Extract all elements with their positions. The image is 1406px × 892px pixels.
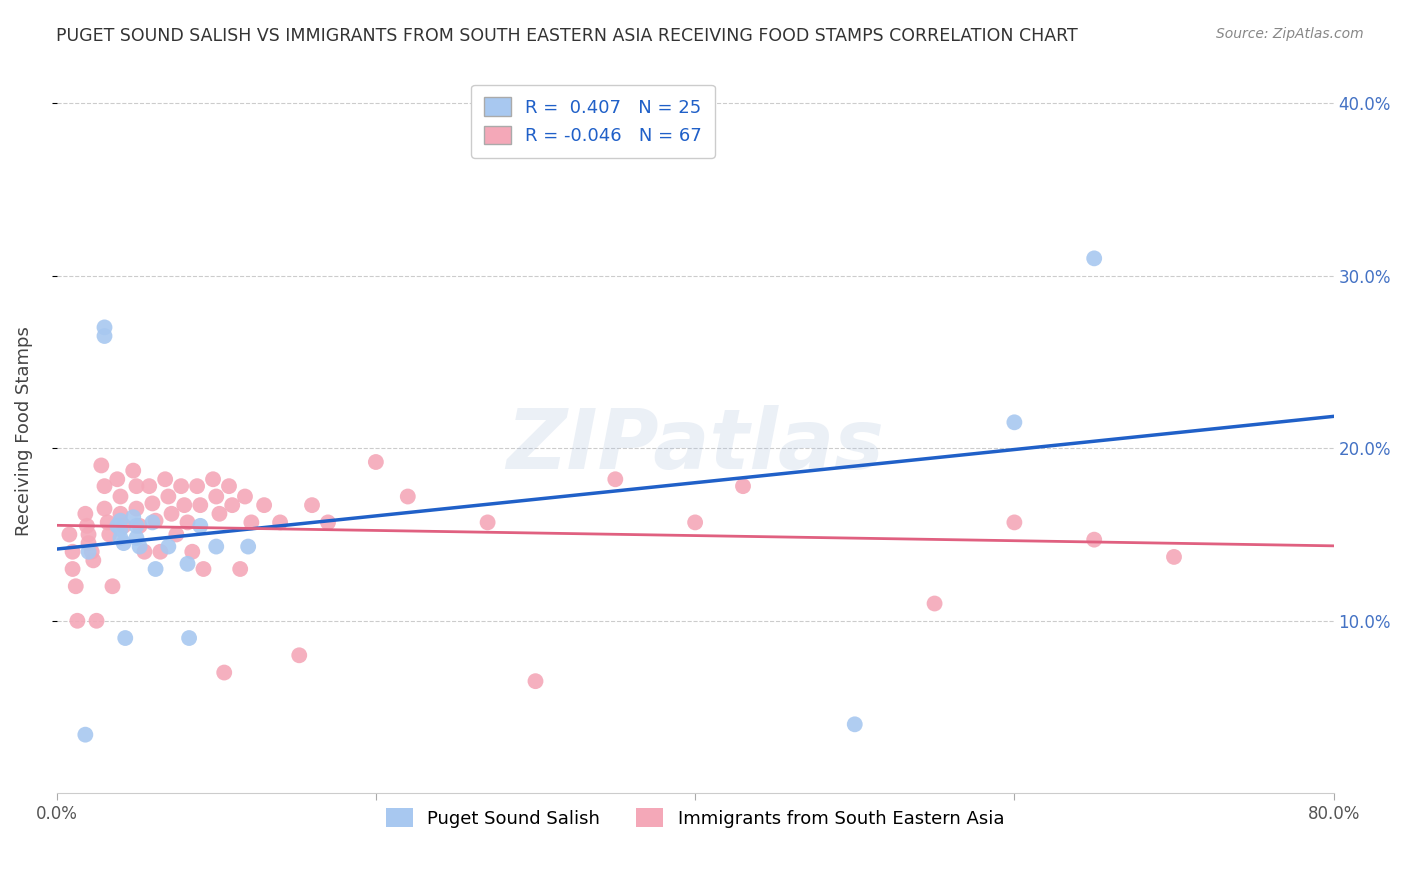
Point — [157, 540, 180, 554]
Point — [202, 472, 225, 486]
Text: ZIPatlas: ZIPatlas — [506, 405, 884, 486]
Point — [924, 597, 946, 611]
Point — [80, 545, 103, 559]
Point — [110, 531, 132, 545]
Text: Source: ZipAtlas.com: Source: ZipAtlas.com — [1216, 27, 1364, 41]
Point — [93, 320, 115, 334]
Point — [105, 472, 128, 486]
Point — [128, 540, 150, 554]
Point — [125, 519, 148, 533]
Point — [58, 527, 80, 541]
Point — [112, 519, 135, 533]
Point — [160, 507, 183, 521]
Point — [90, 458, 112, 473]
Point — [218, 479, 240, 493]
Legend: Puget Sound Salish, Immigrants from South Eastern Asia: Puget Sound Salish, Immigrants from Sout… — [378, 801, 1012, 835]
Point — [157, 490, 180, 504]
Point — [122, 510, 145, 524]
Point — [253, 498, 276, 512]
Point — [77, 545, 100, 559]
Text: PUGET SOUND SALISH VS IMMIGRANTS FROM SOUTH EASTERN ASIA RECEIVING FOOD STAMPS C: PUGET SOUND SALISH VS IMMIGRANTS FROM SO… — [56, 27, 1078, 45]
Point — [114, 631, 136, 645]
Point — [145, 514, 167, 528]
Point — [683, 516, 706, 530]
Point — [138, 479, 160, 493]
Point — [134, 545, 156, 559]
Point — [188, 519, 211, 533]
Point — [477, 516, 499, 530]
Point — [229, 562, 252, 576]
Point — [188, 498, 211, 512]
Point — [316, 516, 339, 530]
Point — [141, 496, 163, 510]
Point — [125, 531, 148, 545]
Point — [93, 329, 115, 343]
Point — [1163, 549, 1185, 564]
Point — [205, 490, 228, 504]
Point — [101, 579, 124, 593]
Point — [110, 514, 132, 528]
Point — [112, 536, 135, 550]
Point — [149, 545, 172, 559]
Point — [170, 479, 193, 493]
Point — [76, 519, 98, 533]
Point — [605, 472, 627, 486]
Point — [181, 545, 204, 559]
Point — [288, 648, 311, 663]
Point — [269, 516, 291, 530]
Point — [240, 516, 263, 530]
Point — [141, 516, 163, 530]
Point — [62, 562, 84, 576]
Point — [205, 540, 228, 554]
Point — [110, 522, 132, 536]
Point — [176, 557, 198, 571]
Point — [93, 479, 115, 493]
Point — [731, 479, 754, 493]
Point — [93, 501, 115, 516]
Point — [177, 631, 200, 645]
Point — [122, 464, 145, 478]
Point — [125, 501, 148, 516]
Point — [62, 545, 84, 559]
Point — [105, 519, 128, 533]
Point — [153, 472, 176, 486]
Point — [77, 527, 100, 541]
Point — [1002, 516, 1025, 530]
Point — [128, 519, 150, 533]
Point — [176, 516, 198, 530]
Point — [1083, 252, 1105, 266]
Point — [1002, 415, 1025, 429]
Point — [233, 490, 256, 504]
Point — [238, 540, 260, 554]
Point — [97, 516, 120, 530]
Point — [524, 674, 547, 689]
Point — [186, 479, 208, 493]
Point — [396, 490, 419, 504]
Point — [75, 728, 97, 742]
Point — [173, 498, 195, 512]
Point — [98, 527, 121, 541]
Point — [125, 479, 148, 493]
Point — [75, 507, 97, 521]
Point — [221, 498, 243, 512]
Point — [86, 614, 108, 628]
Point — [208, 507, 231, 521]
Point — [77, 536, 100, 550]
Point — [145, 562, 167, 576]
Point — [110, 507, 132, 521]
Point — [165, 527, 187, 541]
Point — [301, 498, 323, 512]
Point — [1083, 533, 1105, 547]
Point — [193, 562, 215, 576]
Point — [110, 490, 132, 504]
Point — [65, 579, 87, 593]
Point — [66, 614, 89, 628]
Point — [212, 665, 235, 680]
Y-axis label: Receiving Food Stamps: Receiving Food Stamps — [15, 326, 32, 536]
Point — [844, 717, 866, 731]
Point — [364, 455, 387, 469]
Point — [82, 553, 104, 567]
